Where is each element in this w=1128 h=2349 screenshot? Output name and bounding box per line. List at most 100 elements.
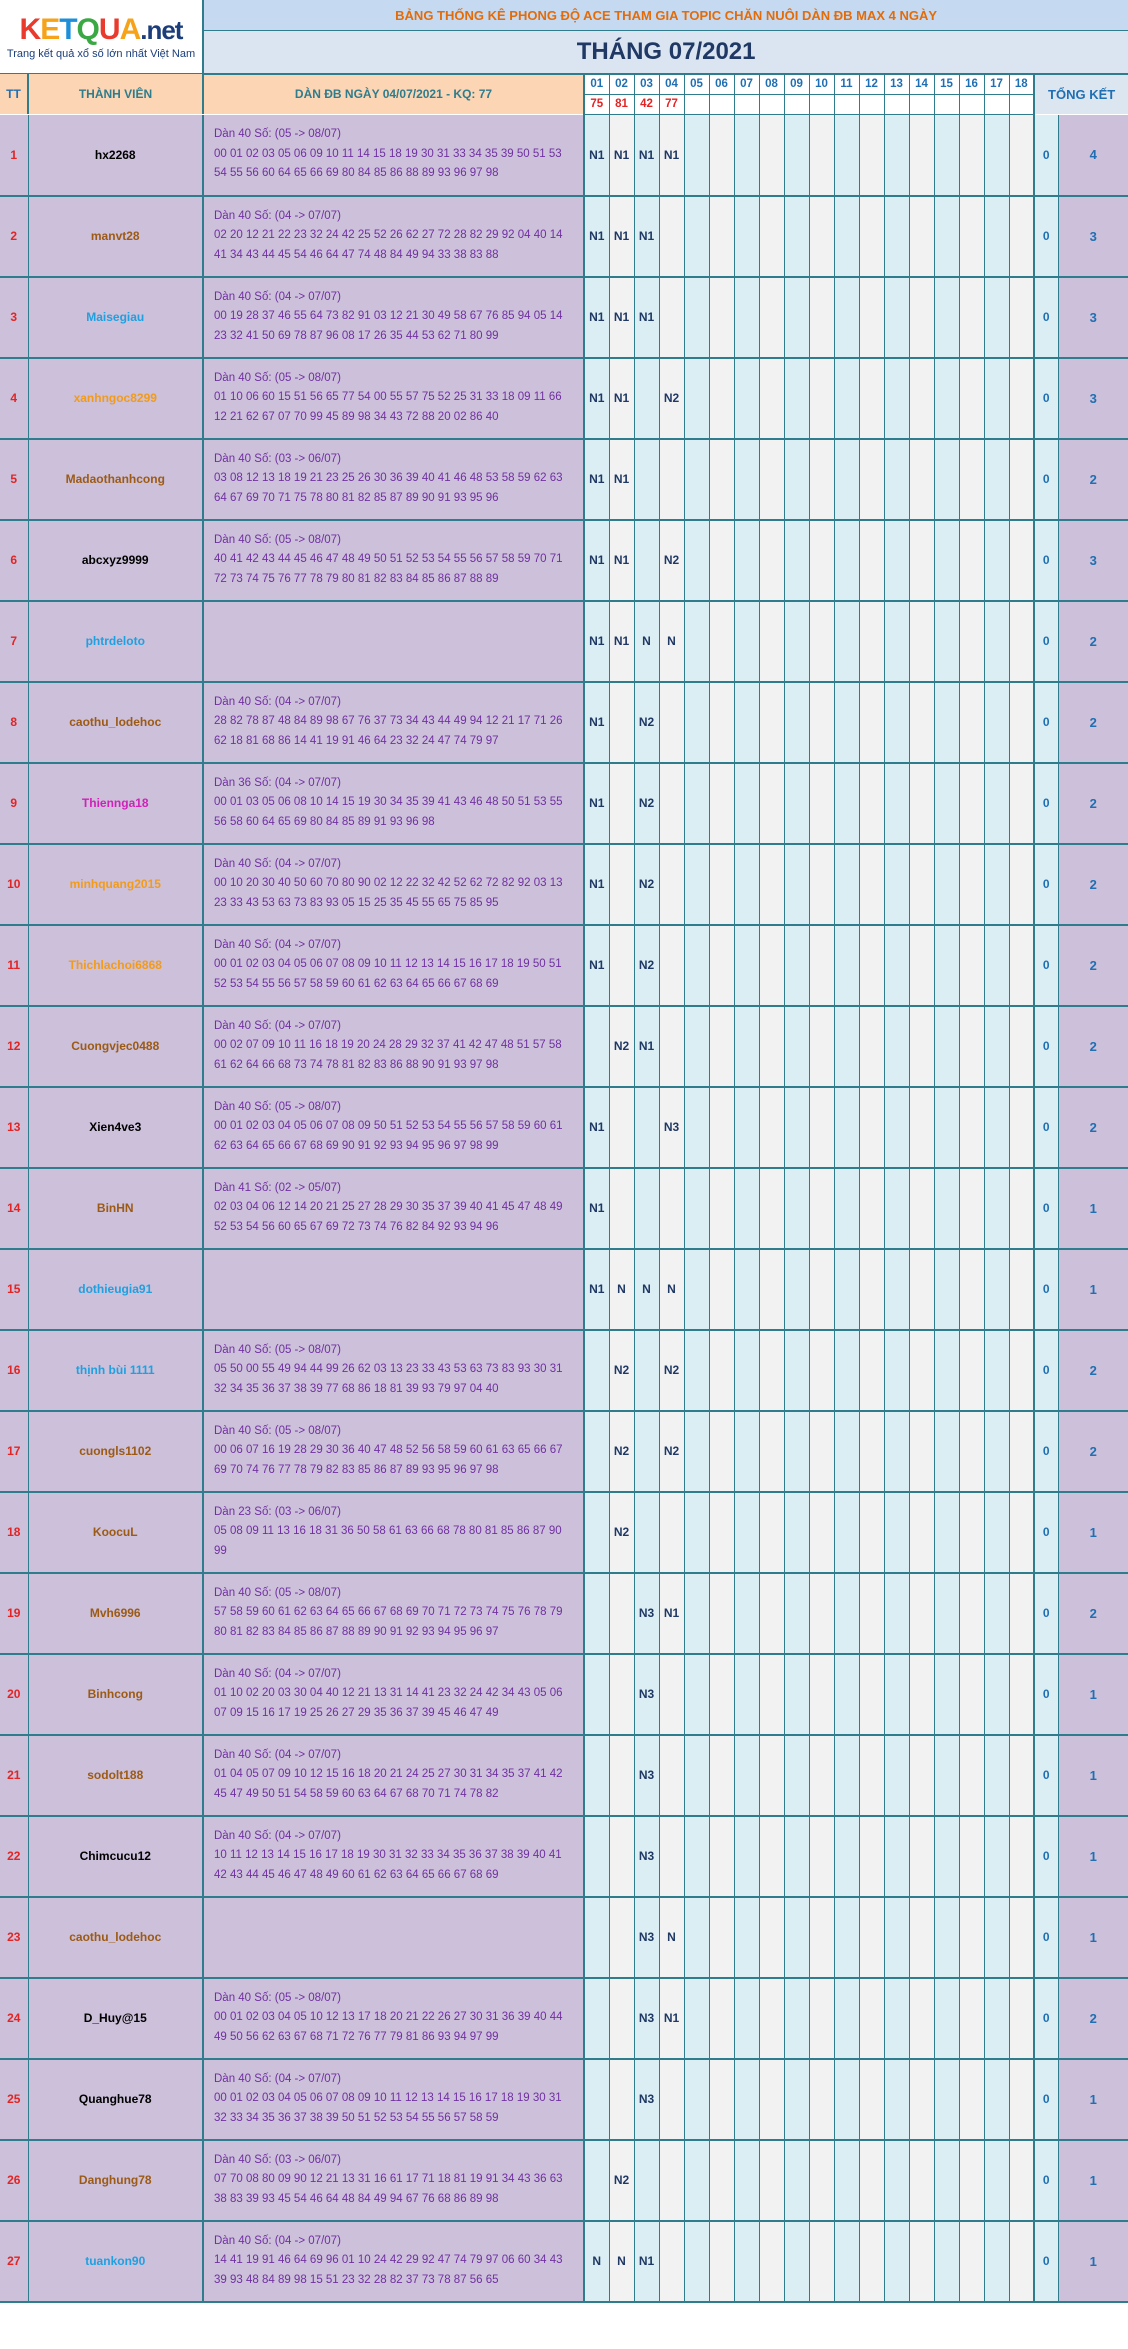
row-number: 7 xyxy=(0,600,28,683)
day-result: N2 xyxy=(633,681,659,764)
member-name[interactable]: Xien4ve3 xyxy=(27,1086,204,1169)
row-number: 15 xyxy=(0,1248,28,1331)
day-result xyxy=(758,519,784,602)
table-row[interactable]: 5 Madaothanhcong Dàn 40 Số: (03 -> 06/07) 0… xyxy=(0,438,1128,521)
table-row[interactable]: 1 hx2268 Dàn 40 Số: (05 -> 08/07) 00 01 02 … xyxy=(0,114,1128,197)
table-row[interactable]: 4 xanhngoc8299 Dàn 40 Số: (05 -> 08/07) 01 … xyxy=(0,357,1128,440)
table-row[interactable]: 15 dothieugia91 N1 N N N 0 1 xyxy=(0,1248,1128,1331)
day-result xyxy=(908,114,934,197)
table-row[interactable]: 23 caothu_lodehoc N3 N 0 1 xyxy=(0,1896,1128,1979)
day-result xyxy=(908,1410,934,1493)
day-result xyxy=(883,1167,909,1250)
member-name[interactable]: Madaothanhcong xyxy=(27,438,204,521)
member-name[interactable]: caothu_lodehoc xyxy=(27,681,204,764)
day-result xyxy=(858,2220,884,2303)
day-result xyxy=(758,1896,784,1979)
day-result xyxy=(933,1086,959,1169)
table-row[interactable]: 19 Mvh6996 Dàn 40 Số: (05 -> 08/07) 57 58 5… xyxy=(0,1572,1128,1655)
table-row[interactable]: 26 Danghung78 Dàn 40 Số: (03 -> 06/07) 07 7… xyxy=(0,2139,1128,2222)
dan-title: Dàn 40 Số: (04 -> 07/07) xyxy=(214,1019,341,1032)
miss-count: 0 xyxy=(1033,1491,1058,1574)
table-row[interactable]: 24 D_Huy@15 Dàn 40 Số: (05 -> 08/07) 00 01 … xyxy=(0,1977,1128,2060)
table-row[interactable]: 11 Thichlachoi6868 Dàn 40 Số: (04 -> 07/07… xyxy=(0,924,1128,1007)
day-result xyxy=(1008,1005,1034,1088)
table-row[interactable]: 6 abcxyz9999 Dàn 40 Số: (05 -> 08/07) 40 41… xyxy=(0,519,1128,602)
day-result xyxy=(758,276,784,359)
day-result xyxy=(833,1896,859,1979)
member-name[interactable]: caothu_lodehoc xyxy=(27,1896,204,1979)
dan-title: Dàn 40 Số: (05 -> 08/07) xyxy=(214,1343,341,1356)
day-result xyxy=(808,1653,834,1736)
table-row[interactable]: 16 thịnh bùi 1111 Dàn 40 Số: (05 -> 08/07)… xyxy=(0,1329,1128,1412)
day-result: N1 xyxy=(608,276,634,359)
day-result: N xyxy=(608,1248,634,1331)
member-name[interactable]: Maisegiau xyxy=(27,276,204,359)
member-name[interactable]: Thichlachoi6868 xyxy=(27,924,204,1007)
day-result xyxy=(1008,762,1034,845)
day-result xyxy=(733,2058,759,2141)
logo[interactable]: KETQUA.net Trang kết quả xổ số lớn nhất … xyxy=(0,0,205,74)
member-name[interactable]: manvt28 xyxy=(27,195,204,278)
member-name[interactable]: dothieugia91 xyxy=(27,1248,204,1331)
table-row[interactable]: 27 tuankon90 Dàn 40 Số: (04 -> 07/07) 14 41… xyxy=(0,2220,1128,2303)
day-result xyxy=(758,1815,784,1898)
member-name[interactable]: thịnh bùi 1111 xyxy=(27,1329,204,1412)
member-name[interactable]: BinHN xyxy=(27,1167,204,1250)
member-name[interactable]: Danghung78 xyxy=(27,2139,204,2222)
table-row[interactable]: 9 Thiennga18 Dàn 36 Số: (04 -> 07/07) 00 01… xyxy=(0,762,1128,845)
table-row[interactable]: 25 Quanghue78 Dàn 40 Số: (04 -> 07/07) 00 0… xyxy=(0,2058,1128,2141)
day-result xyxy=(908,1896,934,1979)
member-name[interactable]: hx2268 xyxy=(27,114,204,197)
member-name[interactable]: Binhcong xyxy=(27,1653,204,1736)
table-row[interactable]: 2 manvt28 Dàn 40 Số: (04 -> 07/07) 02 20 12… xyxy=(0,195,1128,278)
dan-numbers: 00 19 28 37 46 55 64 73 82 91 03 12 21 3… xyxy=(214,310,563,342)
day-result: N2 xyxy=(658,1410,684,1493)
day-result xyxy=(958,2139,984,2222)
table-row[interactable]: 13 Xien4ve3 Dàn 40 Số: (05 -> 08/07) 00 01 … xyxy=(0,1086,1128,1169)
table-row[interactable]: 8 caothu_lodehoc Dàn 40 Số: (04 -> 07/07) 2… xyxy=(0,681,1128,764)
table-row[interactable]: 10 minhquang2015 Dàn 40 Số: (04 -> 07/07) 0… xyxy=(0,843,1128,926)
table-row[interactable]: 3 Maisegiau Dàn 40 Số: (04 -> 07/07) 00 19 … xyxy=(0,276,1128,359)
table-row[interactable]: 21 sodolt188 Dàn 40 Số: (04 -> 07/07) 01 04… xyxy=(0,1734,1128,1817)
day-result xyxy=(708,681,734,764)
day-result xyxy=(1008,1815,1034,1898)
member-name[interactable]: D_Huy@15 xyxy=(27,1977,204,2060)
member-name[interactable]: Mvh6996 xyxy=(27,1572,204,1655)
day-result xyxy=(833,1248,859,1331)
table-row[interactable]: 14 BinHN Dàn 41 Số: (02 -> 05/07) 02 03 04 … xyxy=(0,1167,1128,1250)
member-name[interactable]: tuankon90 xyxy=(27,2220,204,2303)
table-row[interactable]: 7 phtrdeloto N1 N1 N N 0 2 xyxy=(0,600,1128,683)
row-number: 16 xyxy=(0,1329,28,1412)
dan-cell: Dàn 23 Số: (03 -> 06/07) 05 08 09 11 13 1… xyxy=(203,1491,585,1574)
table-row[interactable]: 17 cuongls1102 Dàn 40 Số: (05 -> 08/07) 00 … xyxy=(0,1410,1128,1493)
member-name[interactable]: Quanghue78 xyxy=(27,2058,204,2141)
day-result xyxy=(883,1491,909,1574)
member-name[interactable]: abcxyz9999 xyxy=(27,519,204,602)
member-name[interactable]: KoocuL xyxy=(27,1491,204,1574)
member-name[interactable]: Thiennga18 xyxy=(27,762,204,845)
member-name[interactable]: Cuongvjec0488 xyxy=(27,1005,204,1088)
day-result xyxy=(933,438,959,521)
member-name[interactable]: minhquang2015 xyxy=(27,843,204,926)
table-row[interactable]: 20 Binhcong Dàn 40 Số: (04 -> 07/07) 01 10 … xyxy=(0,1653,1128,1736)
day-result xyxy=(708,1248,734,1331)
total-score: 3 xyxy=(1057,276,1128,359)
table-row[interactable]: 22 Chimcucu12 Dàn 40 Số: (04 -> 07/07) 10 1… xyxy=(0,1815,1128,1898)
day-result xyxy=(883,1329,909,1412)
table-row[interactable]: 18 KoocuL Dàn 23 Số: (03 -> 06/07) 05 08 09… xyxy=(0,1491,1128,1574)
member-name[interactable]: xanhngoc8299 xyxy=(27,357,204,440)
member-name[interactable]: sodolt188 xyxy=(27,1734,204,1817)
day-result xyxy=(783,1167,809,1250)
day-result xyxy=(733,1329,759,1412)
table-row[interactable]: 12 Cuongvjec0488 Dàn 40 Số: (04 -> 07/07) 0… xyxy=(0,1005,1128,1088)
member-name[interactable]: cuongls1102 xyxy=(27,1410,204,1493)
member-name[interactable]: Chimcucu12 xyxy=(27,1815,204,1898)
day-result xyxy=(833,1572,859,1655)
day-result xyxy=(1008,600,1034,683)
day-result xyxy=(733,114,759,197)
miss-count: 0 xyxy=(1033,1005,1058,1088)
day-result: N3 xyxy=(633,1815,659,1898)
day-result xyxy=(858,357,884,440)
member-name[interactable]: phtrdeloto xyxy=(27,600,204,683)
day-result xyxy=(883,1977,909,2060)
